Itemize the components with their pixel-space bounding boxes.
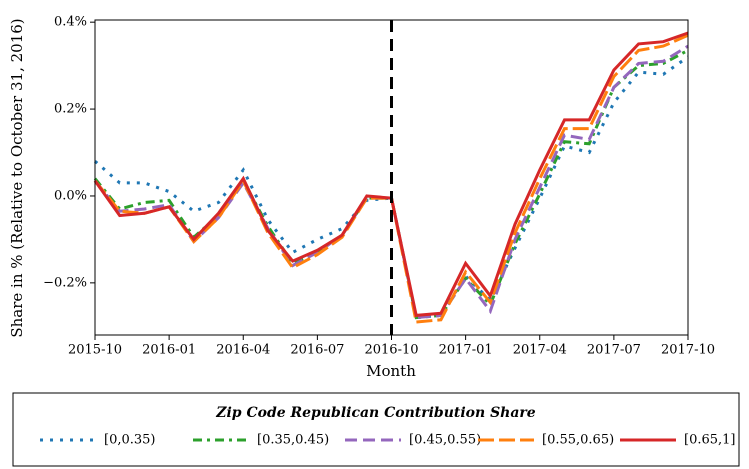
series-line	[94, 55, 689, 320]
y-axis-label: Share in % (Relative to October 31, 2016…	[8, 18, 26, 337]
legend-label: [0.55,0.65)	[542, 433, 614, 448]
legend-title: Zip Code Republican Contribution Share	[215, 405, 536, 421]
legend-label: [0.35,0.45)	[257, 433, 329, 448]
legend-label: [0.45,0.55)	[409, 433, 481, 448]
x-tick-label: 2016-04	[216, 343, 270, 358]
x-tick-label: 2017-07	[587, 343, 641, 358]
x-tick-label: 2017-01	[439, 343, 493, 358]
y-tick-label: 0.0%	[54, 188, 87, 203]
plot-frame	[94, 19, 689, 336]
x-axis-label: Month	[366, 362, 416, 380]
legend-box	[12, 392, 740, 467]
x-tick-label: 2015-10	[68, 343, 122, 358]
x-tick-label: 2016-07	[290, 343, 344, 358]
legend-label: [0.65,1]	[684, 433, 736, 448]
x-tick-label: 2017-04	[513, 343, 567, 358]
series-line	[93, 33, 689, 324]
x-tick-label: 2017-10	[661, 343, 715, 358]
x-tick-label: 2016-10	[364, 343, 418, 358]
y-tick-label: 0.4%	[54, 15, 87, 30]
y-tick-label: −0.2%	[43, 275, 87, 290]
x-tick-label: 2016-01	[142, 343, 196, 358]
legend-label: [0,0.35)	[104, 433, 156, 448]
y-tick-label: 0.2%	[54, 102, 87, 117]
